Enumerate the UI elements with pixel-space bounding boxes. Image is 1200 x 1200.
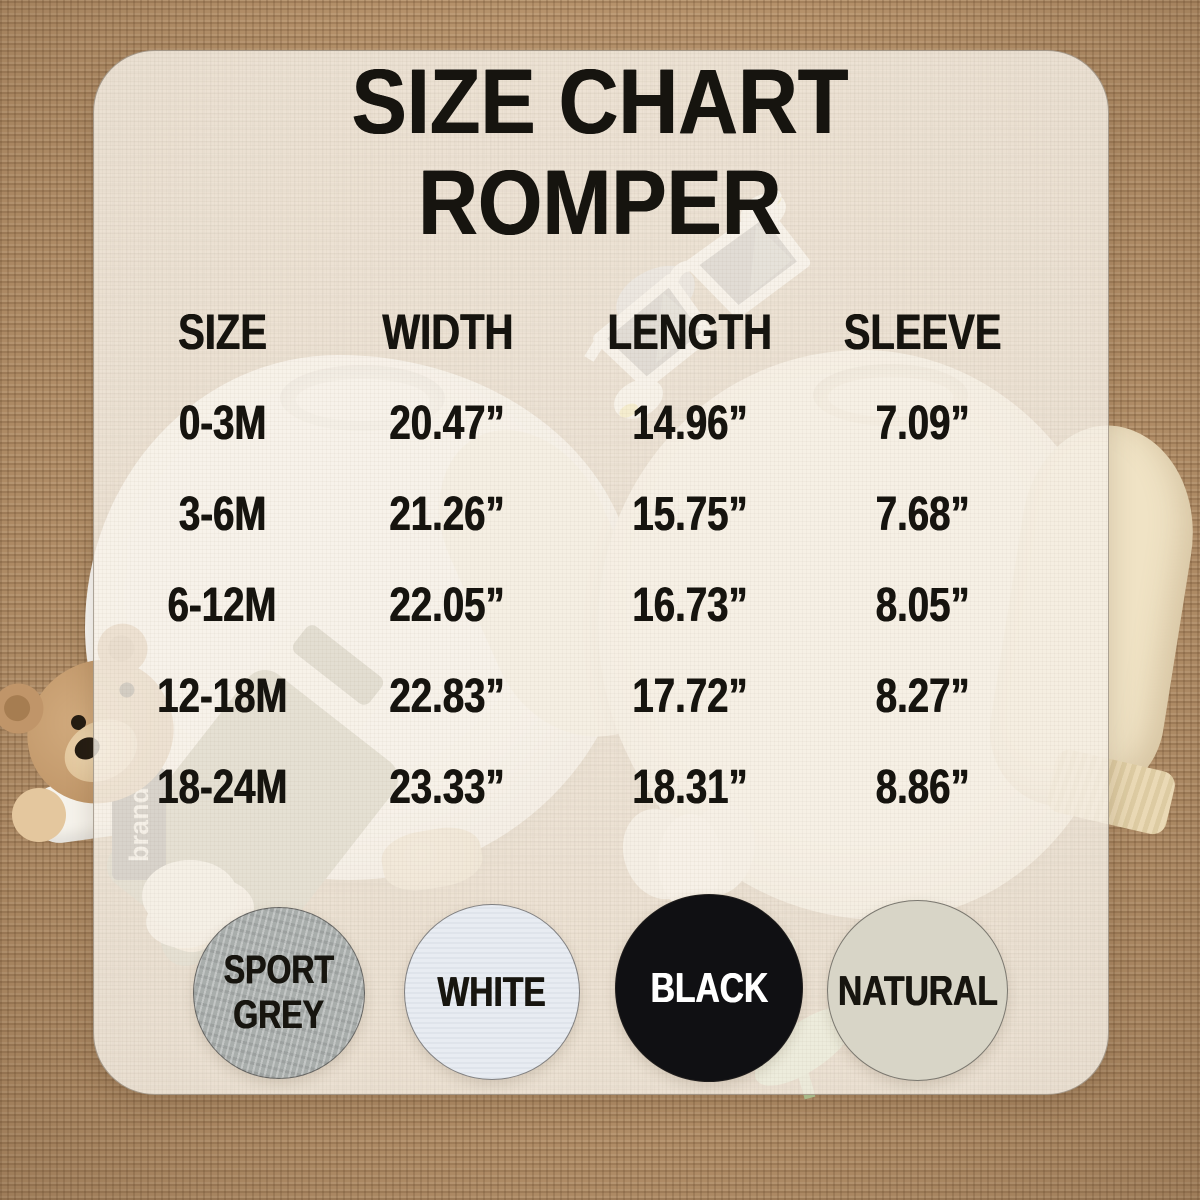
column-header-width: WIDTH xyxy=(381,304,514,360)
size-cell: 18-24M xyxy=(157,760,288,814)
swatch-label: WHITE xyxy=(437,968,547,1016)
sleeve-cell: 8.86” xyxy=(875,760,970,814)
column-header-length: LENGTH xyxy=(607,304,773,360)
column-header-sleeve: SLEEVE xyxy=(843,304,1002,360)
swatch-label: SPORT GREY xyxy=(223,948,335,1037)
table-row: 18-24M 23.33” 18.31” 8.86” xyxy=(115,742,1030,833)
teddy-bear-paw xyxy=(12,788,66,842)
swatch-black: BLACK xyxy=(615,894,803,1082)
size-cell: 6-12M xyxy=(168,578,277,632)
length-cell: 18.31” xyxy=(632,760,748,814)
size-cell: 0-3M xyxy=(178,396,267,450)
length-cell: 17.72” xyxy=(632,669,748,723)
sleeve-cell: 7.09” xyxy=(875,396,970,450)
page-title: SIZE CHART ROMPER xyxy=(0,52,1200,254)
table-row: 0-3M 20.47” 14.96” 7.09” xyxy=(115,378,1030,469)
length-cell: 16.73” xyxy=(632,578,748,632)
width-cell: 21.26” xyxy=(389,487,506,541)
swatch-label: NATURAL xyxy=(837,966,998,1014)
width-cell: 23.33” xyxy=(389,760,506,814)
size-cell: 3-6M xyxy=(178,487,267,541)
sleeve-cell: 7.68” xyxy=(875,487,970,541)
size-cell: 12-18M xyxy=(157,669,288,723)
column-header-size: SIZE xyxy=(178,304,267,360)
title-line-1: SIZE CHART xyxy=(351,51,849,153)
swatch-natural: NATURAL xyxy=(827,900,1008,1081)
sleeve-cell: 8.27” xyxy=(875,669,970,723)
width-cell: 20.47” xyxy=(389,396,506,450)
swatch-white: WHITE xyxy=(404,904,580,1080)
width-cell: 22.83” xyxy=(389,669,506,723)
title-line-2: ROMPER xyxy=(418,152,782,254)
table-row: 12-18M 22.83” 17.72” 8.27” xyxy=(115,651,1030,742)
table-row: 3-6M 21.26” 15.75” 7.68” xyxy=(115,469,1030,560)
width-cell: 22.05” xyxy=(389,578,506,632)
length-cell: 14.96” xyxy=(632,396,748,450)
sleeve-cell: 8.05” xyxy=(875,578,970,632)
table-row: 6-12M 22.05” 16.73” 8.05” xyxy=(115,560,1030,651)
length-cell: 15.75” xyxy=(632,487,748,541)
table-header-row: SIZE WIDTH LENGTH SLEEVE xyxy=(115,300,1030,364)
swatch-label: BLACK xyxy=(650,964,768,1012)
swatch-sport-grey: SPORT GREY xyxy=(193,907,365,1079)
